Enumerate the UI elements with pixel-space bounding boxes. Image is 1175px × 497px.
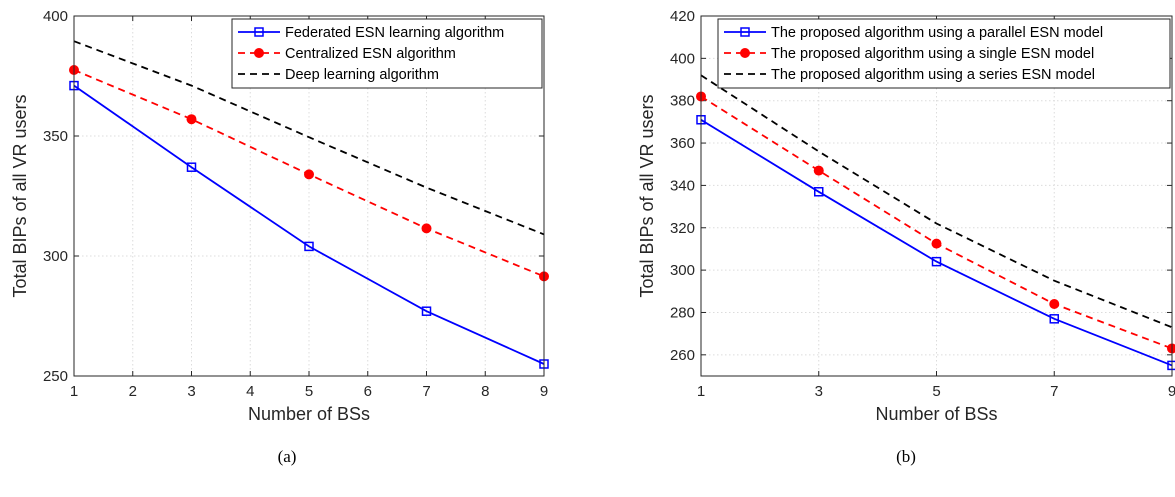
data-point <box>1049 314 1059 324</box>
x-tick-label: 3 <box>815 383 823 400</box>
legend-marker <box>254 27 264 37</box>
axes-box <box>700 15 1173 377</box>
y-axis-label: Total BIPs of all VR users <box>637 94 657 297</box>
x-tick-label: 7 <box>422 383 430 400</box>
chart-b: 1 3 5 7 9 260 280 300 320 340 360 380 400 420 Number o… <box>637 8 1175 466</box>
series-line <box>700 119 1173 367</box>
x-tick-label: 1 <box>697 383 705 400</box>
data-point <box>931 256 942 267</box>
series-line <box>700 74 1173 329</box>
x-tick-label: 6 <box>364 383 372 400</box>
chart-a: 1 2 3 4 5 6 7 8 9 250 300 350 400 Number of BSs Total … <box>10 8 549 466</box>
y-tick-label: 250 <box>43 368 68 385</box>
data-point <box>304 241 314 252</box>
x-tick-label: 1 <box>70 383 78 400</box>
x-tick-label: 7 <box>1050 383 1058 400</box>
x-tick-label: 5 <box>932 383 940 400</box>
x-tick-label: 9 <box>540 383 548 400</box>
x-tick-label: 5 <box>305 383 313 400</box>
data-point <box>186 162 197 172</box>
legend-box <box>231 18 543 89</box>
y-tick-label: 360 <box>670 135 695 152</box>
data-point <box>186 114 197 125</box>
legend-box <box>717 18 1171 89</box>
x-tick-label: 4 <box>246 383 254 400</box>
y-tick-label: 400 <box>43 8 68 25</box>
y-tick-label: 320 <box>670 220 695 237</box>
y-tick-label: 280 <box>670 304 695 321</box>
legend-label: The proposed algorithm using a single ES… <box>771 46 1094 62</box>
x-axis-label: Number of BSs <box>248 404 370 424</box>
data-point <box>1049 299 1060 309</box>
data-point <box>421 306 432 316</box>
x-tick-label: 2 <box>129 383 137 400</box>
axes-box <box>73 15 545 377</box>
legend-label: Deep learning algorithm <box>285 67 439 83</box>
y-tick-label: 260 <box>670 347 695 364</box>
legend-label: Federated ESN learning algorithm <box>285 25 504 41</box>
series-line <box>73 40 545 236</box>
legend-marker <box>740 48 750 58</box>
x-tick-label: 8 <box>481 383 489 400</box>
figure-caption: (b) <box>896 447 916 466</box>
legend: Federated ESN learning algorithm Centrali… <box>231 18 543 89</box>
y-axis-label: Total BIPs of all VR users <box>10 94 30 297</box>
y-tick-label: 380 <box>670 93 695 110</box>
y-tick-label: 300 <box>43 248 68 265</box>
data-point <box>304 169 314 180</box>
legend-marker <box>254 48 264 58</box>
y-tick-label: 400 <box>670 50 695 67</box>
data-point <box>814 187 824 197</box>
y-tick-label: 420 <box>670 8 695 25</box>
legend: The proposed algorithm using a parallel … <box>717 18 1171 89</box>
y-tick-label: 300 <box>670 262 695 279</box>
y-tick-label: 340 <box>670 177 695 194</box>
data-point <box>813 165 824 176</box>
data-point <box>931 238 942 249</box>
legend-label: The proposed algorithm using a series ES… <box>771 67 1095 83</box>
y-tick-label: 350 <box>43 128 68 145</box>
legend-label: Centralized ESN algorithm <box>285 46 456 62</box>
legend-marker <box>740 27 750 37</box>
x-tick-label: 9 <box>1168 383 1175 400</box>
series-line <box>73 84 545 365</box>
data-point <box>421 223 432 234</box>
data-point <box>1167 343 1175 354</box>
figure-caption: (a) <box>278 447 297 466</box>
x-axis-label: Number of BSs <box>875 404 997 424</box>
x-tick-label: 3 <box>187 383 195 400</box>
legend-label: The proposed algorithm using a parallel … <box>771 25 1103 41</box>
